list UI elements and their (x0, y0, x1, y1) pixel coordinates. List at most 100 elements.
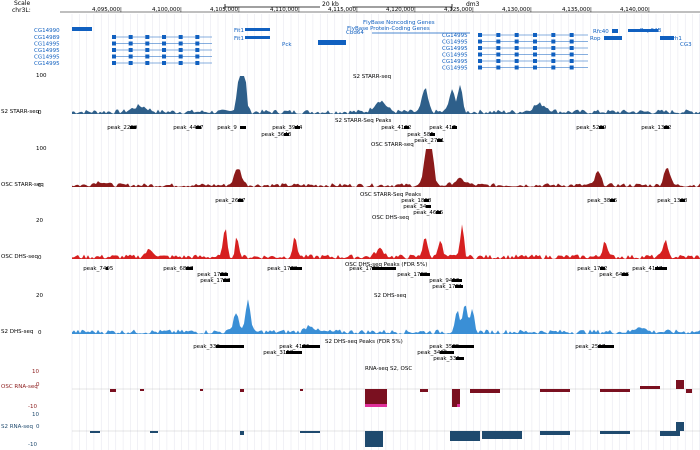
gene-exon (514, 33, 519, 37)
gene-exon (496, 46, 501, 50)
peak-label: peak_4497 (173, 125, 204, 131)
track-label: S2 RNA-seq (1, 424, 33, 430)
peak-block[interactable] (426, 205, 431, 208)
peak-block[interactable] (455, 285, 463, 288)
gene-exon (128, 54, 133, 59)
peak-block[interactable] (424, 199, 429, 202)
gene-exon (112, 35, 116, 39)
gene-exon (533, 33, 537, 37)
osc-rna-bar (300, 389, 303, 391)
peak-label: peak_1776 (197, 272, 228, 278)
osc-rna-bar (420, 389, 428, 392)
peak-block[interactable] (290, 267, 302, 270)
track-y-max: 20 (36, 293, 43, 299)
peak-block[interactable] (404, 126, 409, 129)
gene-exon (478, 46, 482, 50)
peak-block[interactable] (430, 133, 435, 136)
position-ruler: 4,095,000| 4,100,000| 4,105,000| 4,110,000|… (92, 7, 650, 13)
peak-block[interactable] (295, 126, 300, 129)
peak-label: peak_2517 (575, 344, 606, 350)
peak-block[interactable] (600, 267, 605, 270)
peak-block[interactable] (223, 279, 230, 282)
peak-block[interactable] (610, 199, 615, 202)
ruler-tick-label: 4,110,000| (270, 7, 300, 13)
peak-label: peak_9 (217, 125, 237, 131)
peak-label: peak_1779 (349, 266, 380, 272)
track-y-max: 20 (36, 218, 43, 224)
track-y-min: 0 (38, 330, 42, 336)
track-title: S2 STARR-Seq Peaks (335, 118, 392, 124)
peak-label: peak_2687 (215, 198, 246, 204)
peak-block[interactable] (238, 199, 243, 202)
gene-exon (569, 52, 574, 57)
gene-exon (569, 46, 574, 50)
peak-block[interactable] (186, 267, 193, 270)
peak-block[interactable] (655, 267, 667, 270)
s2-rna-bar (450, 431, 480, 441)
gene-exon (514, 65, 519, 70)
gene-exon (145, 48, 150, 52)
gene-label: Fit1 (234, 28, 244, 34)
s2-rna-bar (660, 431, 680, 436)
peak-block[interactable] (130, 126, 136, 129)
peak-block[interactable] (220, 273, 228, 276)
peak-block[interactable] (452, 126, 457, 129)
peak-label: peak_9453 (429, 278, 460, 284)
peak-block[interactable] (106, 267, 108, 270)
peak-label: peak_4147 (632, 266, 663, 272)
peak-block[interactable] (436, 211, 441, 214)
gene-exon (551, 59, 556, 63)
gene-model-label: CG14995 (34, 55, 60, 61)
peak-block[interactable] (680, 199, 685, 202)
peak-label: peak_2781 (414, 138, 444, 144)
peak-block[interactable] (452, 345, 474, 348)
osc-rna-bar (640, 386, 660, 389)
peak-block[interactable] (302, 345, 320, 348)
peak-block[interactable] (372, 267, 396, 270)
gene-exon (478, 39, 482, 44)
peak-label: peak_331 (433, 356, 460, 362)
gene-exon (178, 61, 183, 65)
gene-exon (496, 65, 501, 70)
peak-block[interactable] (599, 126, 604, 129)
peak-block[interactable] (440, 351, 454, 354)
gene-label: Rfc40 (593, 29, 609, 35)
gene-exon (162, 35, 166, 39)
coding-title: FlyBase Protein-Coding Genes (347, 26, 430, 32)
peak-label: peak_6495 (599, 272, 630, 278)
peak-label: peak_34 (403, 204, 427, 210)
peak-label: peak_7495 (83, 266, 114, 272)
gene-exon (162, 48, 166, 52)
peak-block[interactable] (598, 345, 614, 348)
gene-exon (178, 54, 183, 59)
peak-block[interactable] (437, 139, 442, 142)
gene-model-label: CG14995 (34, 48, 60, 54)
peak-block[interactable] (284, 133, 289, 136)
gene-exon (533, 52, 537, 57)
gene-exon (478, 65, 482, 70)
gene-exon (496, 33, 501, 37)
gene-exon (112, 61, 116, 65)
peak-block[interactable] (216, 345, 244, 348)
peak-block[interactable] (240, 126, 246, 129)
peak-block[interactable] (196, 126, 201, 129)
peak-label: peak_3944 (272, 125, 303, 131)
gene-exon (496, 52, 501, 57)
track-title: S2 DHS-seq Peaks (FDR 5%) (325, 339, 403, 345)
peak-block[interactable] (286, 351, 302, 354)
gene-track[interactable]: FlyBase Noncoding Genes FlyBase Protein-… (34, 20, 692, 72)
osc-rna-bar (240, 389, 244, 392)
gene-model-label: CG14995 (34, 42, 60, 48)
peak-block[interactable] (622, 273, 628, 276)
peak-block[interactable] (420, 273, 430, 276)
gene-exon (551, 39, 556, 44)
gene-exon (533, 46, 537, 50)
peak-block[interactable] (456, 357, 464, 360)
peak-block[interactable] (664, 126, 669, 129)
peak-label: peak_585 (407, 132, 434, 138)
gene-label: Pck (282, 42, 292, 48)
peak-label: peak_417 (429, 125, 456, 131)
peak-label: peak_3465 (417, 350, 448, 356)
peak-block[interactable] (452, 279, 462, 282)
